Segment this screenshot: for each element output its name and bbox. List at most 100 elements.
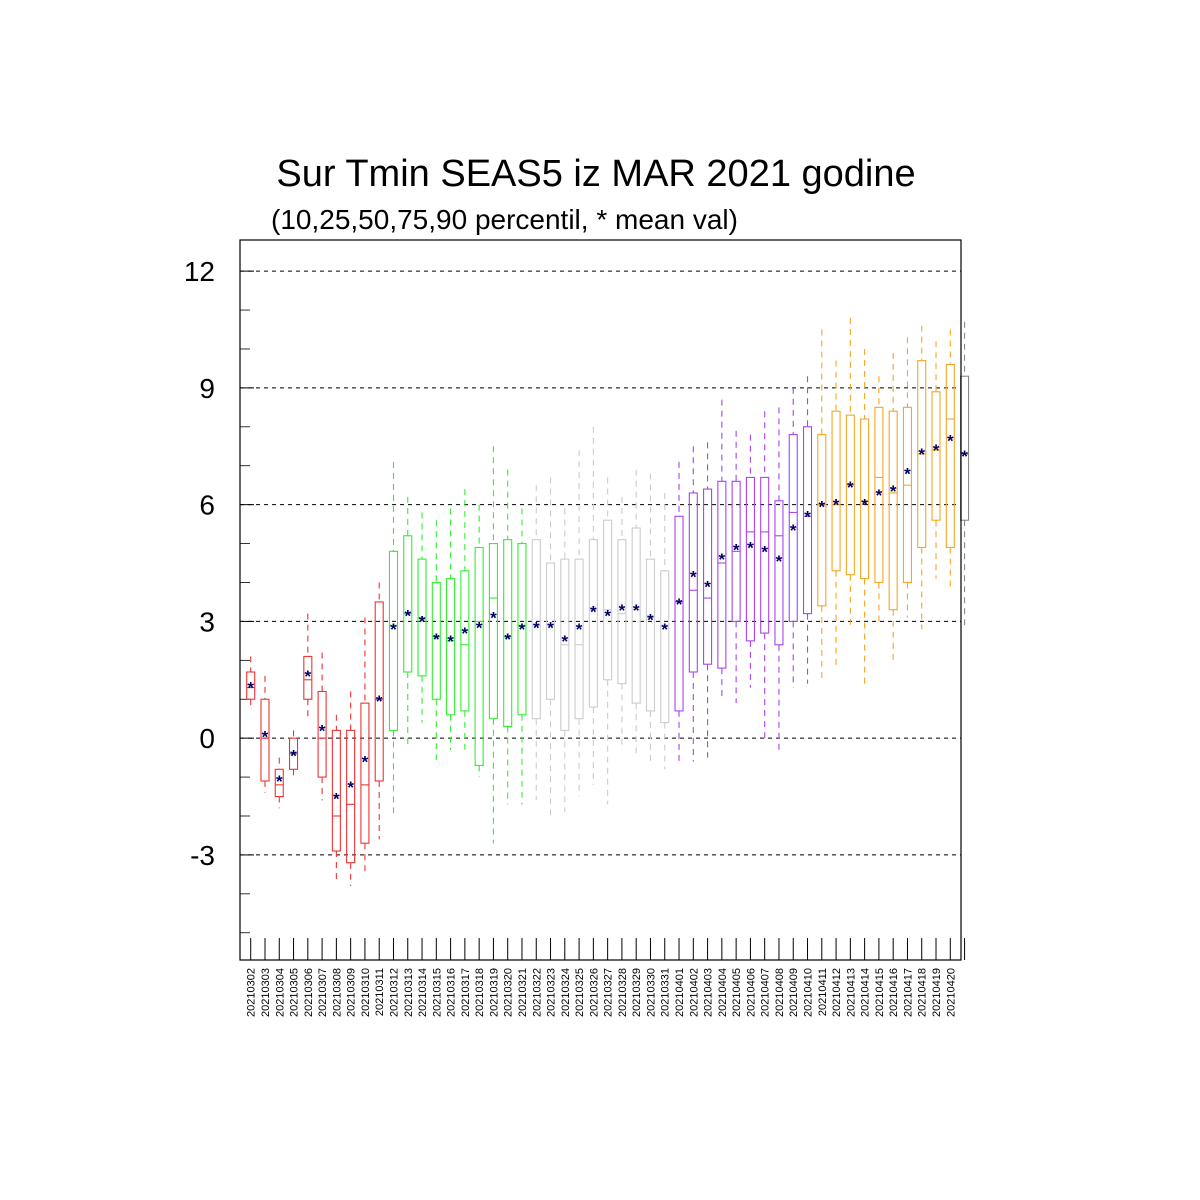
mean-marker: *	[904, 465, 911, 484]
x-tick-label: 20210311	[374, 968, 386, 1016]
x-tick-label: 20210409	[788, 968, 800, 1017]
mean-marker: *	[362, 753, 369, 772]
box	[303, 655, 313, 700]
x-tick-label: 20210326	[588, 968, 600, 1017]
x-tick-label: 20210407	[760, 968, 772, 1017]
box	[460, 570, 470, 712]
box	[860, 418, 870, 580]
mean-marker: *	[633, 601, 640, 620]
box	[745, 476, 755, 642]
box	[902, 406, 913, 584]
x-tick-label: 20210321	[517, 968, 529, 1017]
box	[674, 515, 684, 712]
box	[488, 543, 498, 720]
y-tick-label: -3	[190, 840, 215, 871]
x-tick-label: 20210419	[931, 968, 943, 1017]
x-tick-label: 20210305	[289, 968, 301, 1017]
mean-marker: *	[319, 721, 326, 740]
mean-marker: *	[647, 611, 654, 630]
x-tick-label: 20210307	[317, 968, 329, 1017]
y-tick-label: 9	[199, 373, 215, 404]
box	[246, 671, 256, 700]
mean-marker: *	[576, 620, 583, 639]
mean-marker: *	[590, 603, 597, 622]
box	[788, 434, 798, 622]
box	[874, 406, 884, 584]
box	[617, 539, 627, 685]
mean-marker: *	[704, 577, 711, 596]
mean-marker: *	[661, 620, 668, 639]
tick-labels: -3 0 3 6 9 12 20210302 20210303 20210304 20210305…	[184, 256, 957, 1017]
mean-marker: *	[947, 431, 954, 450]
box	[431, 581, 441, 700]
mean-marker: *	[604, 607, 611, 626]
mean-marker: *	[833, 496, 840, 515]
mean-marker: *	[547, 618, 554, 637]
x-tick-label: 20210328	[617, 968, 629, 1017]
box	[346, 729, 356, 864]
mean-marker: *	[404, 607, 411, 626]
x-tick-label: 20210329	[631, 968, 643, 1017]
box	[603, 519, 613, 681]
x-tick-label: 20210316	[446, 968, 458, 1017]
box	[588, 539, 598, 708]
box	[374, 601, 384, 782]
box	[660, 570, 670, 724]
mean-marker: *	[433, 630, 440, 649]
box	[760, 476, 770, 634]
x-tick-label: 20210306	[303, 968, 315, 1017]
mean-marker: *	[876, 486, 883, 505]
box-plots: * * * * * * * * * * * * * * * * * * * * * * * * * * * * * * * * * * * * * * * *…	[246, 317, 970, 887]
box	[260, 698, 270, 782]
mean-marker: *	[619, 601, 626, 620]
mean-marker: *	[676, 595, 683, 614]
mean-marker: *	[890, 482, 897, 501]
mean-marker: *	[847, 478, 854, 497]
box	[517, 543, 527, 716]
box	[574, 558, 584, 720]
mean-marker: *	[747, 539, 754, 558]
mean-marker: *	[504, 630, 511, 649]
axis-ticks	[240, 270, 966, 960]
mean-marker: *	[561, 632, 568, 651]
x-tick-label: 20210304	[274, 968, 286, 1017]
x-tick-label: 20210410	[803, 968, 815, 1017]
y-tick-label: 0	[199, 723, 215, 754]
box	[888, 410, 898, 611]
mean-marker: *	[376, 692, 383, 711]
mean-marker: *	[447, 632, 454, 651]
x-tick-label: 20210406	[745, 968, 757, 1017]
mean-marker: *	[247, 679, 254, 698]
mean-marker: *	[390, 620, 397, 639]
box	[317, 690, 327, 778]
box	[945, 363, 955, 549]
mean-marker: *	[490, 609, 497, 628]
box	[545, 562, 556, 700]
mean-marker: *	[933, 441, 940, 460]
mean-marker: *	[476, 618, 483, 637]
x-tick-label: 20210412	[831, 968, 843, 1017]
x-tick-label: 20210420	[945, 968, 957, 1017]
mean-marker: *	[262, 727, 269, 746]
x-tick-label: 20210303	[260, 968, 272, 1017]
grid-lines	[240, 270, 961, 856]
y-tick-label: 3	[199, 606, 215, 637]
x-tick-label: 20210313	[403, 968, 415, 1017]
mean-marker: *	[462, 624, 469, 643]
mean-marker: *	[419, 612, 426, 631]
box	[845, 414, 855, 576]
x-tick-label: 20210325	[574, 968, 586, 1017]
x-tick-label: 20210415	[874, 968, 886, 1017]
box	[446, 578, 456, 716]
x-tick-label: 20210308	[331, 968, 343, 1017]
box	[631, 527, 641, 704]
box	[717, 480, 727, 669]
x-tick-label: 20210416	[888, 968, 900, 1017]
x-tick-label: 20210405	[731, 968, 743, 1017]
x-tick-label: 20210324	[560, 968, 572, 1017]
x-tick-label: 20210418	[917, 968, 929, 1017]
box	[802, 426, 813, 615]
x-tick-label: 20210402	[688, 968, 700, 1017]
box	[331, 729, 341, 852]
x-tick-label: 20210323	[546, 968, 558, 1017]
